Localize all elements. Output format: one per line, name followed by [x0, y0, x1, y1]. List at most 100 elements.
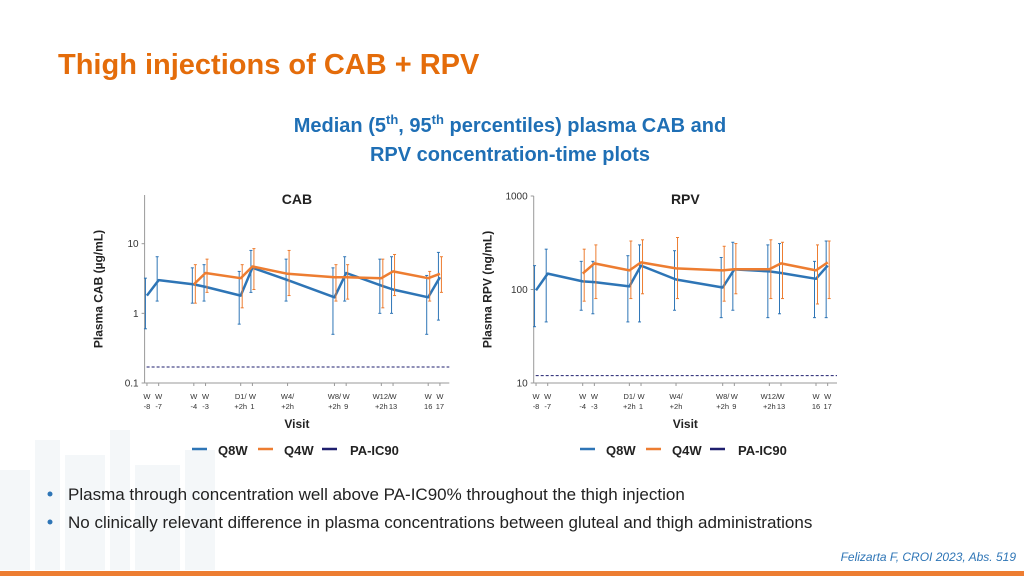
x-tick-label-line: -3: [591, 402, 598, 411]
error-bar: [533, 265, 537, 328]
legend-label: Q4W: [284, 443, 314, 458]
error-bar: [544, 248, 548, 323]
x-tick-label-line: W: [544, 392, 552, 401]
x-tick-label-line: +2h: [281, 402, 294, 411]
x-tick-label-line: 16: [812, 402, 820, 411]
x-tick-label-line: W: [249, 392, 257, 401]
series-line: [192, 265, 441, 286]
error-bar: [202, 264, 206, 302]
error-bar: [781, 241, 785, 300]
x-tick-label: W -7: [155, 392, 163, 411]
error-bar: [638, 244, 642, 323]
y-tick-label: 10: [127, 239, 139, 250]
x-tick-label: W -4: [190, 392, 198, 411]
x-tick-label-line: W12/: [373, 392, 391, 401]
x-tick-label-line: +2h: [623, 402, 636, 411]
x-tick-label-line: 1: [250, 402, 254, 411]
x-tick-label-line: W: [425, 392, 433, 401]
x-axis-label: Visit: [673, 417, 698, 431]
x-tick-label-line: W: [777, 392, 785, 401]
x-tick-label-line: W4/: [281, 392, 295, 401]
legend-label: Q8W: [606, 443, 636, 458]
x-tick-label-line: W8/: [716, 392, 730, 401]
error-bar: [331, 267, 335, 335]
x-tick-label-line: W: [731, 392, 739, 401]
subtitle-sup: th: [386, 112, 398, 127]
error-bar: [731, 241, 735, 311]
x-tick-label-line: +2h: [328, 402, 341, 411]
y-tick-label: 100: [511, 285, 528, 296]
error-bar: [425, 274, 429, 335]
x-tick-label-line: W: [637, 392, 645, 401]
x-tick-label-line: D1/: [624, 392, 637, 401]
x-tick-label: W 13: [389, 392, 398, 411]
subtitle: RPV concentration-time plots: [370, 144, 650, 166]
subtitle-sup: th: [432, 112, 444, 127]
error-bar: [439, 256, 443, 293]
x-tick-label: D1/+2h: [623, 392, 636, 411]
skyline: [0, 430, 215, 570]
error-bar: [240, 264, 244, 309]
x-tick-label-line: 13: [389, 402, 397, 411]
x-tick-label-line: 17: [436, 402, 444, 411]
x-tick-label: D1/+2h: [234, 392, 247, 411]
x-tick-label-line: W: [436, 392, 444, 401]
error-bar: [390, 256, 394, 314]
error-bar: [237, 270, 241, 325]
error-bar: [673, 250, 677, 311]
x-tick-label-line: -4: [190, 402, 197, 411]
legend-label: PA-IC90: [738, 443, 787, 458]
y-axis-label: Plasma RPV (ng/mL): [481, 231, 495, 348]
error-bar: [766, 244, 770, 319]
error-bar: [346, 264, 350, 300]
x-tick-label-line: 13: [777, 402, 785, 411]
subtitle: Median (5th, 95th percentiles) plasma CA…: [294, 112, 726, 137]
bullet-dot: [47, 491, 53, 497]
x-tick-label: W 17: [436, 392, 445, 411]
x-tick-label-line: W: [532, 392, 540, 401]
series-line: [581, 261, 829, 275]
x-tick-label-line: -3: [202, 402, 209, 411]
x-tick-label-line: -8: [533, 402, 540, 411]
error-bar: [205, 258, 209, 293]
x-tick-label: W -7: [544, 392, 552, 411]
x-tick-label-line: +2h: [716, 402, 729, 411]
x-tick-label: W4/+2h: [281, 392, 295, 411]
y-tick-label: 1000: [505, 192, 528, 203]
error-bar: [591, 260, 595, 315]
error-bar: [778, 243, 782, 315]
x-axis-label: Visit: [284, 417, 309, 431]
x-tick-label-line: -8: [144, 402, 151, 411]
x-tick-label-line: W: [390, 392, 398, 401]
x-tick-label-line: -7: [544, 402, 551, 411]
subtitle-part: Median (5: [294, 115, 386, 137]
x-tick-label: W -3: [202, 392, 210, 411]
x-tick-label-line: W: [812, 392, 820, 401]
x-tick-label: W 16: [424, 392, 433, 411]
x-tick-label-line: 1: [639, 402, 643, 411]
error-bar: [155, 256, 159, 302]
error-bar: [641, 239, 645, 295]
x-tick-label: W 16: [812, 392, 821, 411]
x-tick-label-line: W: [143, 392, 151, 401]
y-tick-label: 1: [133, 309, 139, 320]
x-tick-label-line: 9: [344, 402, 348, 411]
x-tick-label-line: -4: [579, 402, 586, 411]
x-tick-label: W -3: [591, 392, 599, 411]
chart-title: RPV: [671, 191, 700, 207]
error-bar: [582, 248, 586, 302]
x-tick-label-line: W4/: [669, 392, 683, 401]
error-bar: [252, 248, 256, 290]
error-bar: [334, 264, 338, 302]
legend-label: Q4W: [672, 443, 702, 458]
y-tick-label: 10: [517, 379, 529, 390]
x-tick-label: W -4: [579, 392, 587, 411]
legend-label: PA-IC90: [350, 443, 399, 458]
legend-label: Q8W: [218, 443, 248, 458]
